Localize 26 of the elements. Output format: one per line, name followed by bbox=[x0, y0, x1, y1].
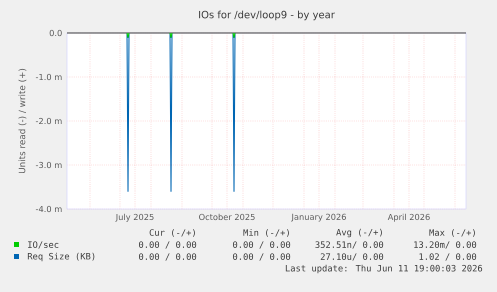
text: Last update: Thu Jun 11 19:00:03 2026 bbox=[286, 264, 482, 274]
y-tick-label: -1.0 m bbox=[36, 74, 62, 80]
x-tick-label: July 2025 bbox=[115, 214, 154, 222]
text: 352.51n/ 0.00 bbox=[315, 241, 384, 249]
text: 13.20m/ 0.00 bbox=[414, 241, 476, 249]
chart-title: IOs for /dev/loop9 - by year bbox=[199, 10, 335, 20]
text: Cur (-/+) bbox=[150, 229, 195, 237]
text: Avg (-/+) bbox=[336, 228, 382, 238]
text: 1.02 / 0.00 bbox=[420, 253, 476, 261]
legend-label: Req Size (KB) bbox=[28, 252, 94, 262]
y-tick-label: -2.0 m bbox=[36, 118, 62, 124]
y-tick-label: -4.0 m bbox=[36, 206, 62, 212]
x-tick-label: April 2026 bbox=[388, 214, 430, 222]
text: Min (-/+) bbox=[243, 229, 289, 237]
text: 0.00 / 0.00 bbox=[139, 241, 196, 249]
text: 0.00 / 0.00 bbox=[233, 241, 290, 249]
y-tick-label: -3.0 m bbox=[36, 162, 62, 168]
text: Max (-/+) bbox=[429, 229, 475, 237]
y-axis-title: Units read (-) / write (+) bbox=[18, 68, 26, 174]
x-tick-label: January 2026 bbox=[291, 214, 346, 222]
legend-label: IO/sec bbox=[28, 241, 58, 249]
y-tick-label: 0.0 bbox=[50, 30, 62, 36]
text: 0.00 / 0.00 bbox=[233, 253, 290, 261]
text: 27.10u/ 0.00 bbox=[320, 253, 384, 261]
text: 0.00 / 0.00 bbox=[139, 253, 196, 261]
x-tick-label: October 2025 bbox=[199, 214, 255, 220]
